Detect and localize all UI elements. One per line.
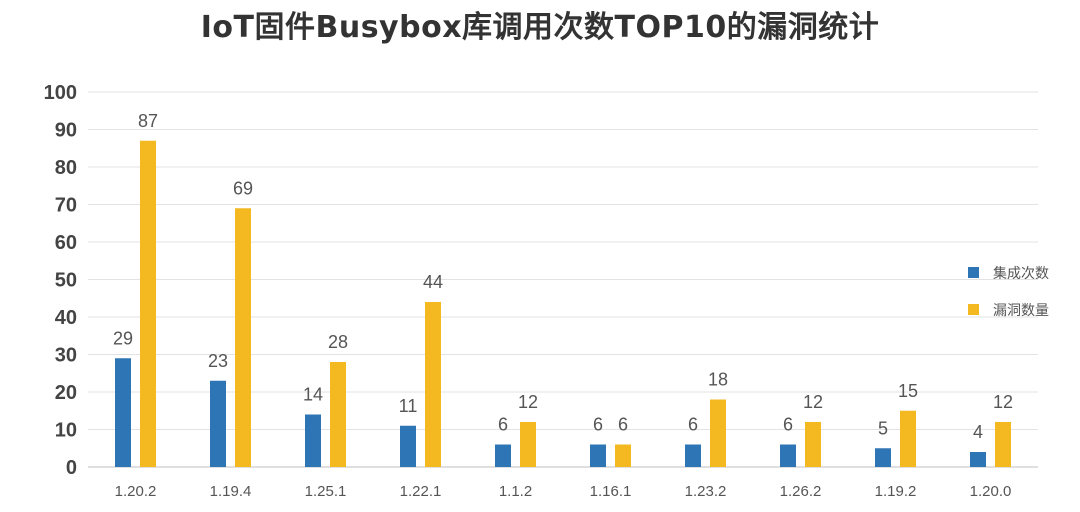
data-label-s0-7: 6 bbox=[783, 415, 793, 435]
bar-s0-3 bbox=[400, 426, 416, 467]
x-tick-label-5: 1.16.1 bbox=[590, 483, 632, 500]
bar-s1-1 bbox=[235, 208, 251, 467]
x-tick-label-4: 1.1.2 bbox=[499, 483, 532, 500]
bar-s1-4 bbox=[520, 422, 536, 467]
data-label-s1-7: 12 bbox=[803, 392, 823, 412]
data-label-s1-5: 6 bbox=[618, 415, 628, 435]
y-tick-label-2: 20 bbox=[55, 382, 77, 404]
data-label-s1-4: 12 bbox=[518, 392, 538, 412]
bar-s1-6 bbox=[710, 400, 726, 468]
x-tick-label-3: 1.22.1 bbox=[400, 483, 442, 500]
data-label-s0-1: 23 bbox=[208, 351, 228, 371]
bar-s1-8 bbox=[900, 411, 916, 467]
data-label-s0-5: 6 bbox=[593, 415, 603, 435]
x-tick-label-9: 1.20.0 bbox=[970, 483, 1012, 500]
data-label-s0-6: 6 bbox=[688, 415, 698, 435]
bar-s0-7 bbox=[780, 445, 796, 468]
bar-s0-9 bbox=[970, 452, 986, 467]
bar-s0-5 bbox=[590, 445, 606, 468]
bar-s1-0 bbox=[140, 141, 156, 467]
data-label-s0-2: 14 bbox=[303, 385, 323, 405]
x-tick-label-6: 1.23.2 bbox=[685, 483, 727, 500]
legend-swatch-0 bbox=[968, 267, 979, 278]
data-label-s1-2: 28 bbox=[328, 332, 348, 352]
x-tick-label-1: 1.19.4 bbox=[210, 483, 252, 500]
data-label-s1-6: 18 bbox=[708, 370, 728, 390]
y-tick-label-1: 10 bbox=[55, 420, 77, 442]
y-tick-label-10: 100 bbox=[44, 82, 77, 104]
bar-s1-2 bbox=[330, 362, 346, 467]
data-label-s1-1: 69 bbox=[233, 178, 253, 198]
bar-s1-7 bbox=[805, 422, 821, 467]
data-label-s1-8: 15 bbox=[898, 381, 918, 401]
bar-s0-0 bbox=[115, 358, 131, 467]
data-label-s0-3: 11 bbox=[399, 396, 418, 416]
data-label-s1-3: 44 bbox=[423, 272, 443, 292]
legend-swatch-1 bbox=[968, 304, 979, 315]
x-tick-label-2: 1.25.1 bbox=[305, 483, 347, 500]
x-tick-label-0: 1.20.2 bbox=[115, 483, 157, 500]
data-label-s1-0: 87 bbox=[138, 111, 158, 131]
bar-s0-8 bbox=[875, 448, 891, 467]
y-tick-label-6: 60 bbox=[55, 232, 77, 254]
bar-s1-5 bbox=[615, 445, 631, 468]
y-tick-label-9: 90 bbox=[55, 120, 77, 142]
x-tick-label-7: 1.26.2 bbox=[780, 483, 822, 500]
data-label-s0-9: 4 bbox=[973, 422, 983, 442]
x-tick-label-8: 1.19.2 bbox=[875, 483, 917, 500]
y-tick-label-5: 50 bbox=[55, 270, 77, 292]
bar-s1-9 bbox=[995, 422, 1011, 467]
y-tick-label-8: 80 bbox=[55, 157, 77, 179]
data-label-s1-9: 12 bbox=[993, 392, 1013, 412]
y-tick-label-7: 70 bbox=[55, 195, 77, 217]
y-tick-label-0: 0 bbox=[66, 457, 77, 479]
data-label-s0-4: 6 bbox=[498, 415, 508, 435]
bar-s0-1 bbox=[210, 381, 226, 467]
bar-s0-6 bbox=[685, 445, 701, 468]
data-label-s0-8: 5 bbox=[878, 418, 888, 438]
y-tick-label-3: 30 bbox=[55, 345, 77, 367]
bar-s1-3 bbox=[425, 302, 441, 467]
bar-s0-4 bbox=[495, 445, 511, 468]
y-tick-label-4: 40 bbox=[55, 307, 77, 329]
bar-s0-2 bbox=[305, 415, 321, 468]
legend-label-0: 集成次数 bbox=[993, 265, 1049, 282]
legend-label-1: 漏洞数量 bbox=[993, 303, 1049, 319]
data-label-s0-0: 29 bbox=[113, 328, 133, 348]
